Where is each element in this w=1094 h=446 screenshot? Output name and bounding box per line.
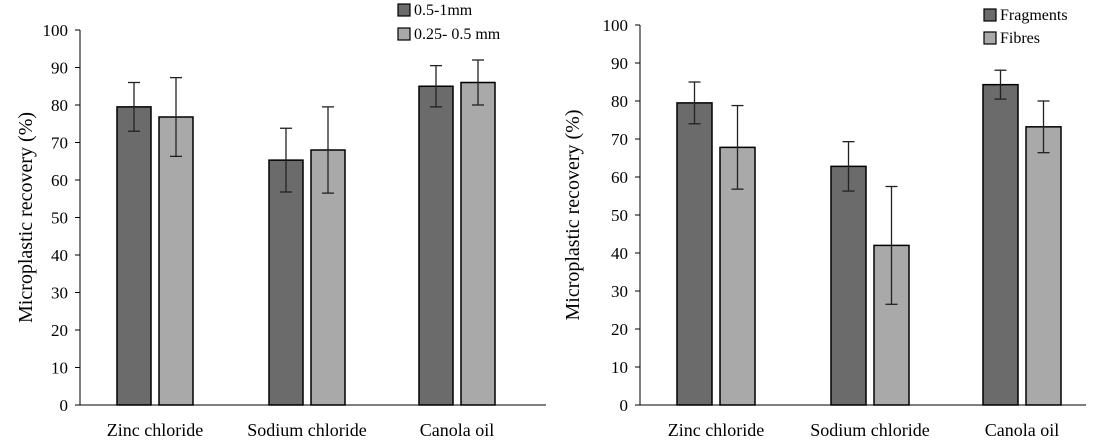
y-tick-label-1-7: 70 [611, 130, 628, 149]
y-tick-label-1-2: 20 [611, 320, 628, 339]
bar-1-0-0 [676, 102, 713, 406]
bar-1-2-1 [1025, 126, 1062, 406]
legend-swatch-0-1 [397, 27, 411, 41]
bar-0-0-1 [158, 116, 194, 406]
y-tick-label-1-0: 0 [620, 396, 629, 415]
legend-label-1-0: Fragments [1000, 7, 1068, 24]
y-tick-label-0-3: 30 [51, 284, 68, 303]
category-label-1-0: Zinc chloride [668, 420, 764, 440]
legend-label-1-1: Fibres [1000, 30, 1040, 47]
bar-0-2-0 [418, 85, 454, 406]
y-tick-label-0-10: 100 [43, 21, 69, 40]
category-label-0-0: Zinc chloride [107, 420, 203, 440]
y-tick-label-1-1: 10 [611, 358, 628, 377]
legend-swatch-1-0 [983, 8, 997, 22]
legend-label-0-1: 0.25- 0.5 mm [414, 26, 501, 43]
bar-0-2-1 [460, 81, 496, 406]
legend-swatch-1-1 [983, 31, 997, 45]
y-tick-label-1-5: 50 [611, 206, 628, 225]
bar-1-2-0 [982, 83, 1019, 406]
bar-1-1-0 [830, 165, 867, 406]
bar-0-1-0 [268, 159, 304, 406]
y-tick-label-0-5: 50 [51, 209, 68, 228]
y-axis-title-0: Microplastic recovery (%) [15, 112, 37, 323]
legend-label-0-0: 0.5-1mm [414, 2, 473, 19]
legend-swatch-0-0 [397, 3, 411, 17]
y-axis-title-1: Microplastic recovery (%) [562, 109, 584, 320]
y-tick-label-0-4: 40 [51, 246, 68, 265]
category-label-1-1: Sodium chloride [810, 420, 930, 440]
y-tick-label-1-4: 40 [611, 244, 628, 263]
y-tick-label-0-2: 20 [51, 321, 68, 340]
y-tick-label-0-6: 60 [51, 171, 68, 190]
y-tick-label-0-1: 10 [51, 359, 68, 378]
y-tick-label-1-6: 60 [611, 168, 628, 187]
bar-1-0-1 [719, 146, 756, 406]
y-tick-label-0-9: 90 [51, 59, 68, 78]
category-label-0-1: Sodium chloride [247, 420, 367, 440]
y-tick-label-0-7: 70 [51, 134, 68, 153]
category-label-0-2: Canola oil [420, 420, 495, 440]
y-tick-label-1-10: 100 [603, 16, 629, 35]
bar-0-0-0 [116, 106, 152, 406]
y-tick-label-0-8: 80 [51, 96, 68, 115]
category-label-1-2: Canola oil [985, 420, 1060, 440]
y-tick-label-0-0: 0 [60, 396, 69, 415]
y-tick-label-1-9: 90 [611, 54, 628, 73]
y-tick-label-1-3: 30 [611, 282, 628, 301]
y-tick-label-1-8: 80 [611, 92, 628, 111]
